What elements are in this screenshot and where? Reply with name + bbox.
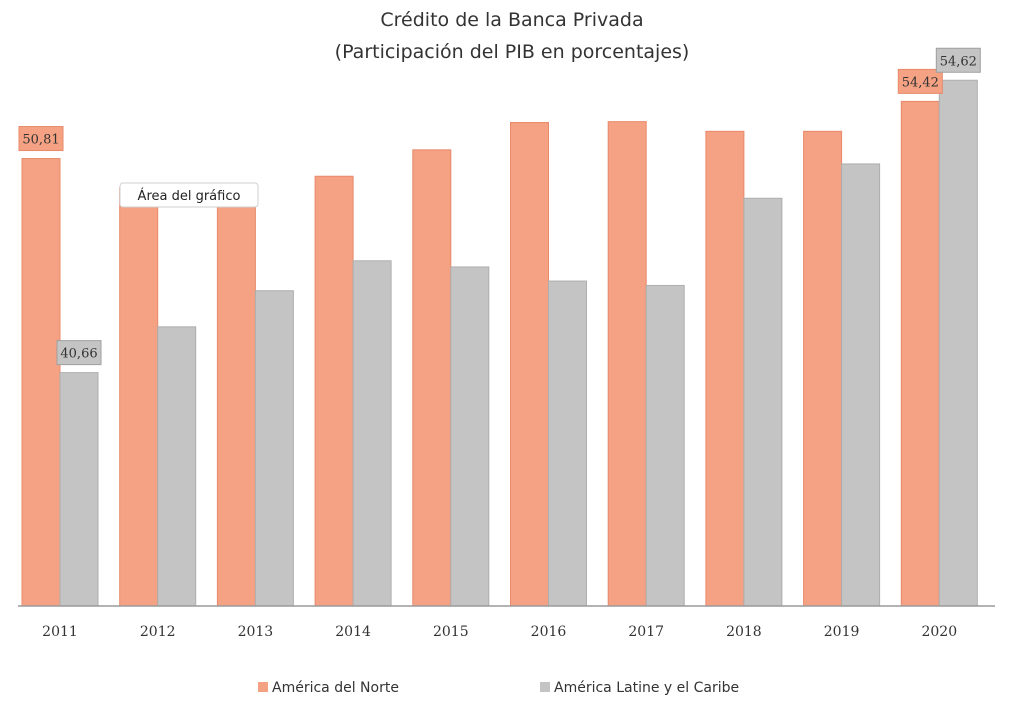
bar-latin-america-2017 — [645, 284, 685, 607]
bars-group — [21, 79, 978, 607]
data-label: 50,81 — [22, 133, 59, 148]
x-tick-label: 2011 — [42, 624, 78, 640]
legend-swatch-north-america — [258, 682, 268, 692]
x-tick-label: 2015 — [433, 624, 469, 640]
data-label-box — [897, 68, 943, 94]
chart-area-tooltip: Área del gráfico — [119, 182, 259, 208]
bar-north-america-2015 — [412, 149, 452, 607]
bar-north-america-2020 — [900, 100, 940, 607]
data-label-box — [56, 340, 102, 366]
data-label: 40,66 — [60, 347, 97, 362]
x-tick-label: 2019 — [824, 624, 860, 640]
bar-latin-america-2019 — [841, 163, 881, 607]
bar-north-america-2013 — [216, 187, 256, 607]
chart-title: Crédito de la Banca Privada — [380, 9, 643, 31]
legend: América del Norte América Latine y el Car… — [258, 680, 739, 696]
tooltip-text: Área del gráfico — [138, 188, 241, 204]
data-label: 54,42 — [902, 75, 939, 90]
bar-north-america-2017 — [607, 121, 647, 607]
bar-latin-america-2015 — [450, 266, 490, 607]
legend-label-latin-america: América Latine y el Caribe — [554, 680, 739, 696]
x-tick-label: 2018 — [726, 624, 762, 640]
legend-swatch-latin-america — [540, 682, 550, 692]
bar-latin-america-2014 — [352, 260, 392, 607]
legend-label-north-america: América del Norte — [272, 680, 399, 696]
x-tick-label: 2016 — [531, 624, 567, 640]
bar-latin-america-2013 — [254, 290, 294, 607]
tooltip-box — [119, 182, 259, 208]
x-tick-label: 2020 — [921, 624, 957, 640]
bar-north-america-2012 — [119, 187, 159, 607]
data-label-box — [935, 47, 981, 73]
x-tick-labels: 2011 2012 2013 2014 2015 2016 2017 2018 2019 2020 — [42, 624, 957, 640]
x-tick-label: 2014 — [335, 624, 371, 640]
data-label: 54,62 — [940, 54, 977, 69]
chart-subtitle: (Participación del PIB en porcentajes) — [335, 41, 690, 63]
bar-north-america-2016 — [510, 122, 549, 607]
bar-latin-america-2016 — [548, 280, 587, 607]
bar-north-america-2018 — [705, 130, 745, 607]
x-tick-label: 2013 — [238, 624, 274, 640]
bar-latin-america-2020 — [938, 79, 978, 607]
x-tick-label: 2012 — [140, 624, 176, 640]
bar-north-america-2014 — [314, 175, 354, 607]
bar-north-america-2011 — [21, 158, 61, 607]
bar-latin-america-2012 — [157, 326, 197, 607]
x-tick-label: 2017 — [628, 624, 664, 640]
bar-latin-america-2018 — [743, 197, 783, 607]
bar-north-america-2019 — [803, 130, 843, 607]
bar-latin-america-2011 — [59, 372, 99, 607]
data-label-box — [18, 126, 64, 152]
